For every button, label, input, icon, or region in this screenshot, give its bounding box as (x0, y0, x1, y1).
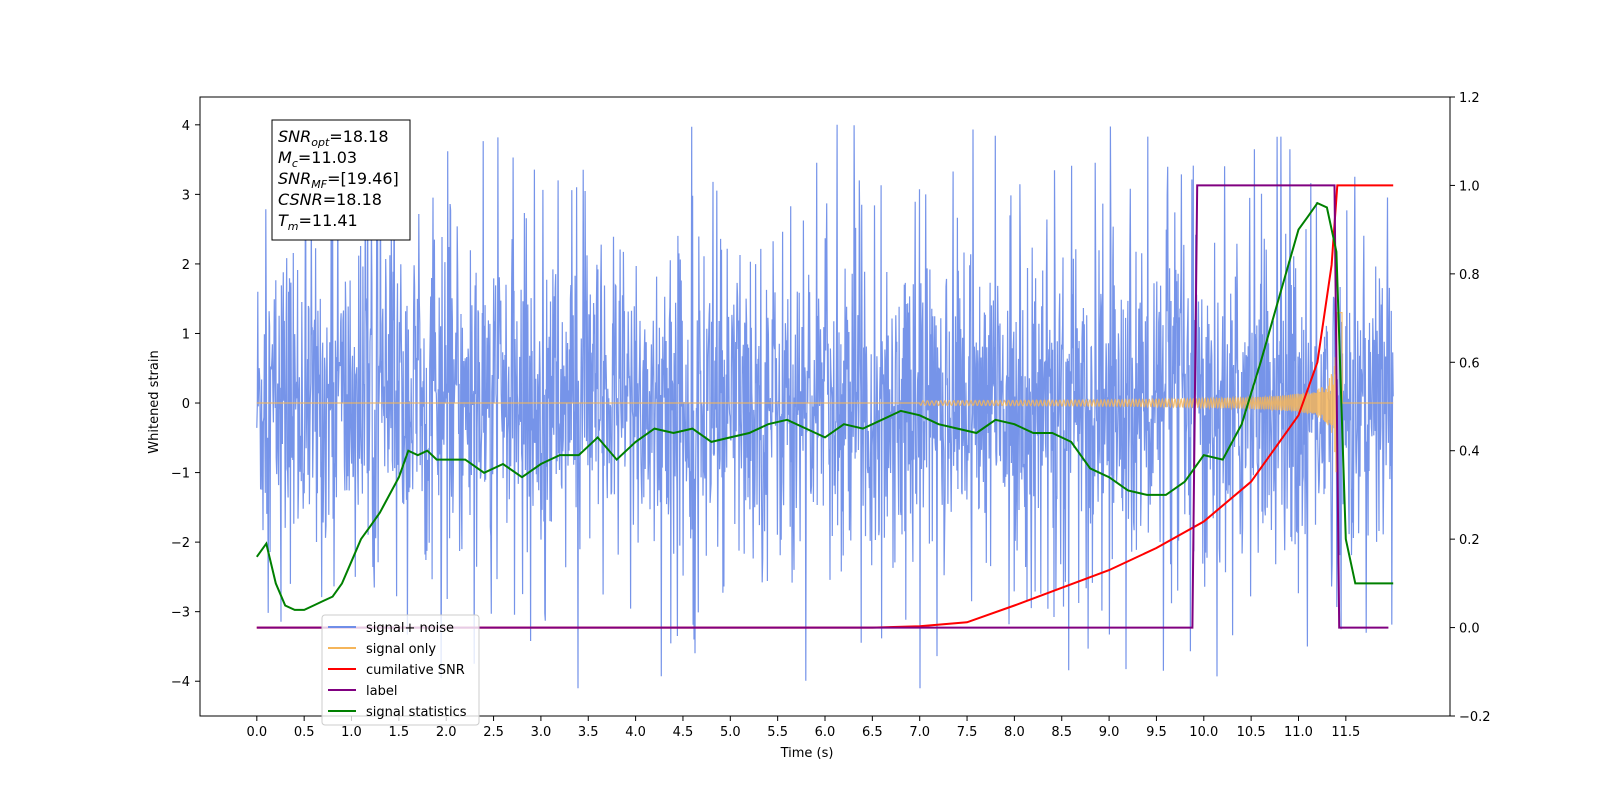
x-tick-label: 3.0 (531, 725, 552, 740)
stats-line: SNRopt=18.18 (278, 127, 389, 149)
x-tick-label: 2.0 (436, 725, 457, 740)
y-left-tick-label: 3 (182, 188, 190, 203)
y-left-tick-label: −1 (171, 467, 190, 482)
x-tick-label: 6.5 (862, 725, 883, 740)
x-tick-label: 4.0 (625, 725, 646, 740)
x-tick-label: 10.5 (1237, 725, 1266, 740)
axes: 0.0 0.5 1.0 1.5 2.0 2.5 3.0 3.5 4.0 4.5 5.0 5.5 6.0 6… (171, 91, 1491, 740)
y-right-tick-label: 0.6 (1459, 356, 1480, 371)
x-tick-label: 9.0 (1099, 725, 1120, 740)
series-signal-noise (256, 124, 1394, 689)
stats-line: CSNR=18.18 (278, 190, 382, 209)
y-left-tick-label: 4 (182, 119, 190, 134)
legend-label: cumilative SNR (366, 663, 465, 678)
stats-box (271, 119, 411, 241)
series-label (256, 184, 1389, 629)
y-left-tick-label: −2 (171, 536, 190, 551)
y-right-tick-label: −0.2 (1459, 710, 1491, 725)
x-tick-label: 1.5 (389, 725, 410, 740)
x-axis-label: Time (s) (780, 746, 834, 761)
x-tick-label: 3.5 (578, 725, 599, 740)
x-tick-label: 5.0 (720, 725, 741, 740)
y-left-tick-label: −3 (171, 606, 190, 621)
x-tick-label: 11.0 (1284, 725, 1313, 740)
y-left-tick-label: −4 (171, 675, 190, 690)
y-left-tick-label: 1 (182, 327, 190, 342)
stats-annotation: SNRopt=18.18Mc=11.03SNRMF=[19.46]CSNR=18… (271, 119, 411, 241)
x-tick-label: 9.5 (1146, 725, 1167, 740)
y-axis-label: Whitened strain (147, 350, 162, 453)
x-tick-label: 7.0 (909, 725, 930, 740)
x-tick-label: 5.5 (767, 725, 788, 740)
y-right-tick-label: 0.4 (1459, 445, 1480, 460)
x-tick-label: 4.5 (673, 725, 694, 740)
x-tick-label: 10.0 (1189, 725, 1218, 740)
x-tick-label: 1.0 (341, 725, 362, 740)
stats-line: Mc=11.03 (278, 148, 357, 170)
x-tick-label: 8.0 (1004, 725, 1025, 740)
legend-label: signal only (366, 642, 436, 657)
stats-line: Tm=11.41 (278, 211, 358, 233)
x-tick-label: 7.5 (957, 725, 978, 740)
x-tick-label: 2.5 (483, 725, 504, 740)
legend-box (321, 614, 480, 726)
x-tick-label: 0.0 (246, 725, 267, 740)
y-right-tick-label: 1.2 (1459, 91, 1480, 106)
y-right-tick-label: 1.0 (1459, 179, 1480, 194)
x-tick-label: 11.5 (1331, 725, 1360, 740)
series-signal-only (256, 312, 1394, 473)
legend-label: label (366, 684, 397, 699)
plot-area (255, 124, 1394, 689)
y-right-tick-label: 0.8 (1459, 268, 1480, 283)
legend-label: signal+ noise (366, 621, 454, 636)
legend: signal+ noise signal only cumilative SNR la… (321, 614, 480, 726)
x-tick-label: 6.0 (815, 725, 836, 740)
y-right-tick-label: 0.2 (1459, 533, 1480, 548)
y-left-tick-label: 2 (182, 258, 190, 273)
x-tick-label: 0.5 (294, 725, 315, 740)
stats-line: SNRMF=[19.46] (278, 169, 399, 191)
y-left-tick-label: 0 (182, 397, 190, 412)
x-tick-label: 8.5 (1051, 725, 1072, 740)
series-signal-statistics (255, 201, 1394, 611)
y-right-tick-label: 0.0 (1459, 622, 1480, 637)
legend-label: signal statistics (366, 705, 467, 720)
